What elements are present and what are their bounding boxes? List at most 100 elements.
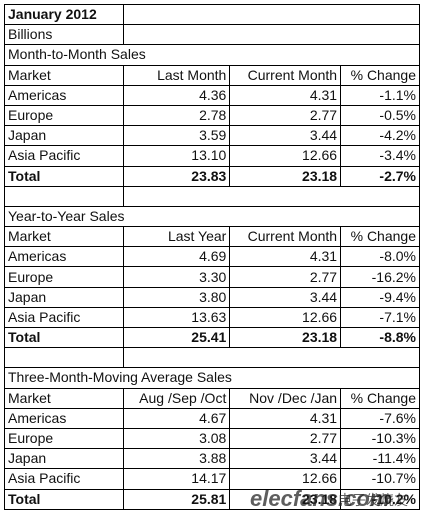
row: Europe 3.30 2.77 -16.2% (4, 266, 420, 288)
cell: Three-Month-Moving Average Sales (4, 367, 420, 389)
row: Americas 4.67 4.31 -7.6% (4, 407, 420, 429)
watermark: elecfans.com (250, 486, 390, 511)
cell: 4.31 (229, 407, 342, 429)
cell: 2.77 (229, 427, 342, 450)
cell (122, 3, 421, 26)
cell: Americas (4, 246, 124, 268)
cell: 3.08 (122, 427, 231, 450)
cell: 13.63 (122, 306, 231, 329)
cell: January 2012 (4, 3, 124, 26)
cell (4, 185, 124, 207)
cell: Market (4, 64, 124, 86)
row (4, 347, 421, 369)
row: Total 25.81 23.18 -10.2% (4, 488, 420, 510)
table-body: January 2012 Billions Month-to-Month Sales… (4, 3, 421, 510)
row: Asia Pacific 13.10 12.66 -3.4% (4, 145, 420, 167)
cell: -16.2% (340, 266, 420, 288)
cell: -3.4% (340, 145, 420, 167)
cell: -4.2% (340, 125, 420, 147)
cell: 2.77 (229, 104, 342, 127)
cell: -10.2% (340, 488, 420, 510)
cell: 23.18 (229, 326, 342, 349)
cell: -10.3% (340, 427, 420, 450)
row: Total 23.83 23.18 -2.7% (4, 165, 420, 187)
cell: Total (4, 488, 124, 510)
cell: -7.1% (340, 306, 420, 329)
row: Americas 4.36 4.31 -1.1% (4, 84, 420, 106)
cell: Asia Pacific (4, 468, 124, 490)
cell: -7.6% (340, 407, 420, 429)
row: Year-to-Year Sales (4, 205, 420, 228)
cell: Current Month (229, 64, 342, 86)
row (4, 185, 421, 207)
cell: 12.66 (229, 145, 342, 167)
row: Market Last Year Current Month% Change (4, 226, 420, 248)
row: Japan 3.80 3.44 -9.4% (4, 286, 420, 308)
watermark-text: 电子发烧友 (338, 493, 408, 509)
cell: 4.67 (122, 407, 231, 429)
cell: 23.83 (122, 165, 231, 187)
cell: -0.5% (340, 104, 420, 127)
row: Market Aug /Sep /Oct Nov /Dec /Jan% Change (4, 387, 420, 409)
cell: 25.81 (122, 488, 231, 510)
cell: Americas (4, 84, 124, 106)
cell: Europe (4, 427, 124, 450)
cell (122, 185, 421, 207)
cell: Last Year (122, 226, 231, 248)
cell: Asia Pacific (4, 306, 124, 329)
cell: Europe (4, 266, 124, 288)
cell: 2.78 (122, 104, 231, 127)
cell: Asia Pacific (4, 145, 124, 167)
cell: 4.36 (122, 84, 231, 106)
row: Total 25.41 23.18 -8.8% (4, 326, 420, 349)
cell (122, 347, 421, 369)
cell: 13.10 (122, 145, 231, 167)
cell: Billions (4, 24, 124, 46)
row: January 2012 (4, 3, 421, 26)
cell: % Change (340, 64, 420, 86)
cell: 3.44 (229, 448, 342, 470)
cell: Americas (4, 407, 124, 429)
row: Japan 3.88 3.44 -11.4% (4, 448, 420, 470)
cell: Total (4, 165, 124, 187)
cell: Last Month (122, 64, 231, 86)
cell: -8.8% (340, 326, 420, 349)
cell: 23.18 (229, 165, 342, 187)
cell: 3.44 (229, 125, 342, 147)
row: Billions (4, 24, 421, 46)
row: Market Last Month Current Month% Change (4, 64, 420, 86)
cell: % Change (340, 387, 420, 409)
cell: 23.18 (229, 488, 342, 510)
cell (4, 347, 124, 369)
cell: 12.66 (229, 306, 342, 329)
cell: Japan (4, 286, 124, 308)
cell: Market (4, 387, 124, 409)
cell: 3.44 (229, 286, 342, 308)
cell: 14.17 (122, 468, 231, 490)
sales-table: January 2012 Billions Month-to-Month Sales… (4, 3, 421, 510)
cell: Year-to-Year Sales (4, 205, 420, 228)
row: Asia Pacific 13.63 12.66 -7.1% (4, 306, 420, 329)
cell: Total (4, 326, 124, 349)
cell: 3.80 (122, 286, 231, 308)
cell: -11.4% (340, 448, 420, 470)
cell: 4.69 (122, 246, 231, 268)
cell: Market (4, 226, 124, 248)
cell: Nov /Dec /Jan (229, 387, 342, 409)
cell: % Change (340, 226, 420, 248)
cell: Europe (4, 104, 124, 127)
row: Japan 3.59 3.44 -4.2% (4, 125, 420, 147)
cell: 4.31 (229, 246, 342, 268)
cell: 25.41 (122, 326, 231, 349)
cell: 3.59 (122, 125, 231, 147)
row: Europe 3.08 2.77 -10.3% (4, 427, 420, 450)
cell: Current Month (229, 226, 342, 248)
cell: 3.30 (122, 266, 231, 288)
cell: 2.77 (229, 266, 342, 288)
row: Europe 2.78 2.77 -0.5% (4, 104, 420, 127)
row: Three-Month-Moving Average Sales (4, 367, 420, 389)
cell (122, 24, 421, 46)
cell: -1.1% (340, 84, 420, 106)
cell: Aug /Sep /Oct (122, 387, 231, 409)
